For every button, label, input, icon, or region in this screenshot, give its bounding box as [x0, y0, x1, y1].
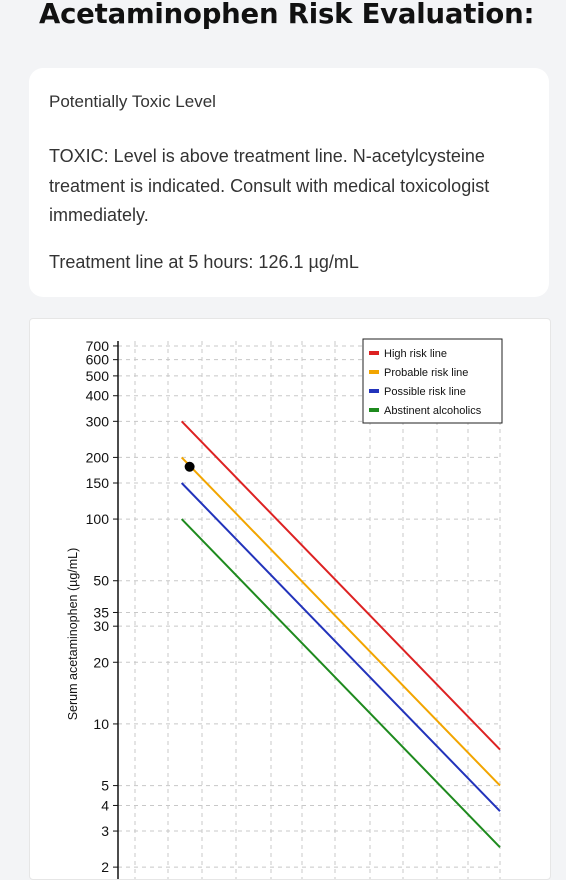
- risk-line-4: [180, 518, 501, 848]
- legend-swatch: [369, 370, 379, 374]
- y-tick-label: 5: [101, 778, 109, 794]
- y-tick-label: 400: [86, 388, 110, 404]
- y-tick-label: 500: [86, 368, 110, 384]
- legend-label: High risk line: [384, 348, 447, 360]
- legend-swatch: [369, 389, 379, 393]
- y-tick-label: 150: [86, 475, 110, 491]
- y-tick-label: 50: [93, 573, 109, 589]
- nomogram-chart-card: 2 3 4 5 10 20 30 35 50 100 150 200 300 400 500 600 700 S…: [29, 318, 551, 880]
- y-tick-label: 2: [101, 859, 109, 875]
- chart-legend: High risk line Probable risk line Possible…: [362, 338, 503, 424]
- result-card: Potentially Toxic Level TOXIC: Level is …: [29, 68, 549, 297]
- legend-swatch: [369, 408, 379, 412]
- y-tick-label: 200: [86, 449, 110, 465]
- risk-line-3: [180, 482, 501, 812]
- y-tick-label: 3: [101, 823, 109, 839]
- risk-line-1: [180, 420, 501, 751]
- y-tick-label: 30: [93, 618, 109, 634]
- legend-label: Probable risk line: [384, 367, 468, 379]
- patient-points: [184, 461, 195, 472]
- y-tick-label: 700: [86, 338, 110, 354]
- page-title: Acetaminophen Risk Evaluation:: [39, 0, 535, 30]
- y-tick-label: 35: [93, 604, 109, 620]
- y-tick-label: 300: [86, 413, 110, 429]
- legend-box: [362, 338, 503, 424]
- y-tick-label: 600: [86, 352, 110, 368]
- risk-lines: [180, 420, 501, 848]
- legend-label: Possible risk line: [384, 386, 466, 398]
- legend-swatch: [369, 351, 379, 355]
- y-tick-label: 4: [101, 797, 109, 813]
- treatment-line-info: Treatment line at 5 hours: 126.1 µg/mL: [49, 252, 359, 272]
- chart-grid: [118, 341, 501, 879]
- patient-point: [184, 461, 195, 472]
- y-tick-label: 10: [93, 716, 109, 732]
- result-message: TOXIC: Level is above treatment line. N-…: [49, 146, 490, 225]
- y-tick-label: 100: [86, 511, 110, 527]
- y-axis-label: Serum acetaminophen (µg/mL): [66, 548, 80, 721]
- result-level: Potentially Toxic Level: [49, 92, 216, 111]
- risk-line-2: [180, 456, 501, 787]
- y-tick-label: 20: [93, 654, 109, 670]
- legend-label: Abstinent alcoholics: [384, 405, 482, 417]
